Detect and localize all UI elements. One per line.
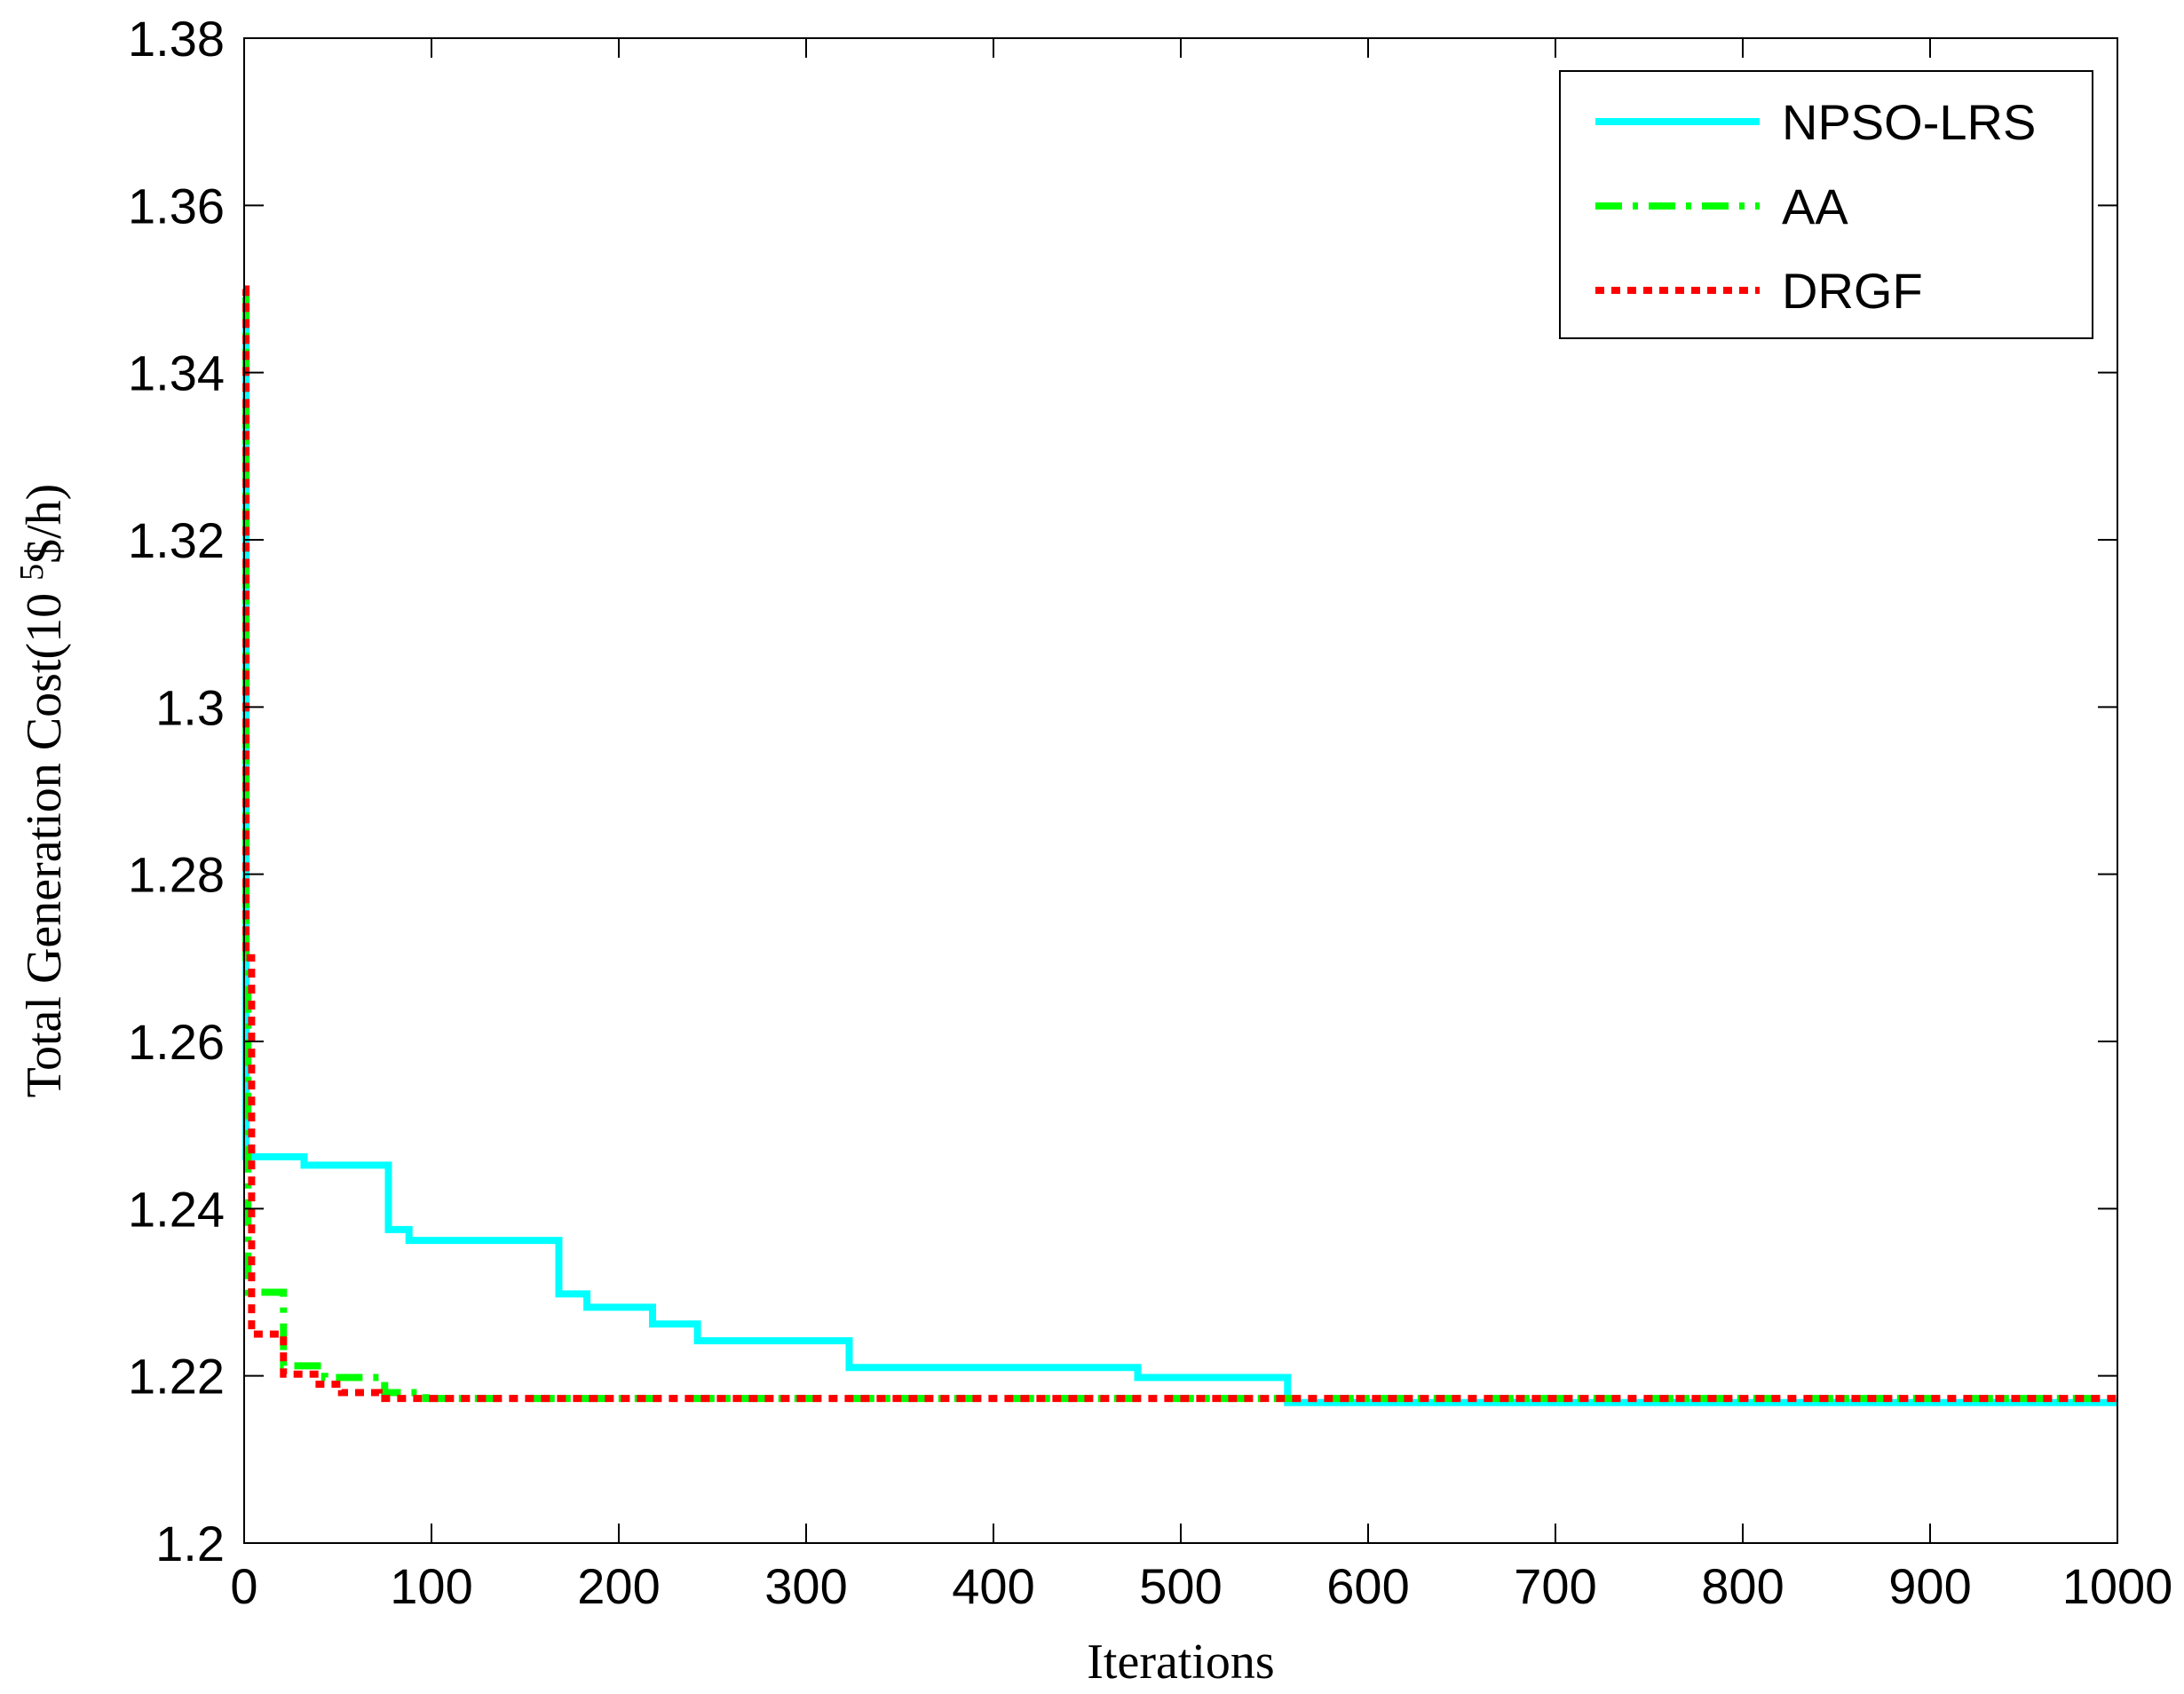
x-tick-label: 600: [1326, 1558, 1409, 1614]
y-tick-label: 1.24: [128, 1181, 225, 1237]
y-tick-label: 1.28: [128, 847, 225, 903]
x-tick-label: 800: [1701, 1558, 1784, 1614]
y-tick-label: 1.2: [155, 1516, 225, 1571]
y-tick-label: 1.34: [128, 345, 225, 401]
legend-items: NPSO-LRS AA DRGF: [1595, 94, 2036, 319]
y-axis-title-unit: $/h): [17, 484, 72, 564]
series-layer: [242, 285, 2117, 1406]
y-axis-title-exponent: 5: [13, 564, 51, 581]
y-tick-label: 1.32: [128, 512, 225, 568]
x-tick-label: 700: [1514, 1558, 1596, 1614]
x-tick-label: 500: [1139, 1558, 1222, 1614]
x-tick-label: 300: [764, 1558, 847, 1614]
legend-label-aa: AA: [1782, 178, 1848, 234]
legend: NPSO-LRS AA DRGF: [1559, 70, 2093, 339]
y-axis-title: Total Generation Cost(10 5$/h): [13, 484, 72, 1098]
series-line-drgf: [242, 285, 2117, 1403]
y-tick-label: 1.3: [155, 679, 225, 735]
x-axis-title: Iterations: [1087, 1635, 1274, 1690]
y-tick-label: 1.22: [128, 1349, 225, 1405]
x-tick-label: 0: [230, 1558, 257, 1614]
x-tick-label: 1000: [2062, 1558, 2173, 1614]
legend-label-npso-lrs: NPSO-LRS: [1782, 94, 2036, 150]
legend-label-drgf: DRGF: [1782, 263, 1923, 319]
y-tick-label: 1.36: [128, 178, 225, 234]
y-tick-label: 1.26: [128, 1014, 225, 1070]
tick-labels-layer: 0 100 200 300 400 500 600 700 800 900 1000 1.2 1.22 1…: [128, 11, 2172, 1614]
x-tick-label: 900: [1888, 1558, 1971, 1614]
y-tick-label: 1.38: [128, 11, 225, 67]
x-tick-label: 200: [577, 1558, 660, 1614]
y-axis-title-main: Total Generation Cost(10: [17, 581, 72, 1097]
x-tick-label: 400: [952, 1558, 1034, 1614]
series-line-npso-lrs: [242, 293, 2117, 1406]
x-tick-label: 100: [390, 1558, 472, 1614]
ticks-layer: [243, 37, 2118, 1544]
